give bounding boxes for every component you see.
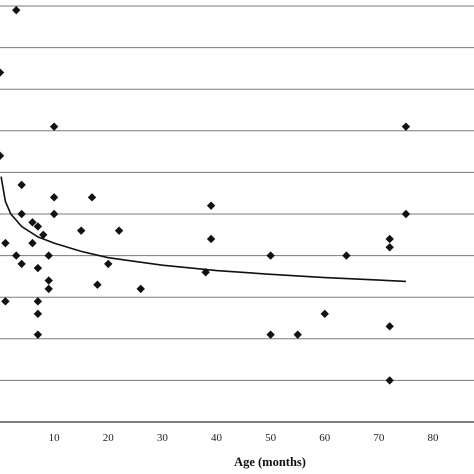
x-tick-label: 70 — [373, 432, 385, 444]
data-points — [0, 5, 411, 385]
data-point — [33, 297, 43, 306]
data-point — [76, 226, 86, 235]
data-point — [49, 193, 59, 202]
data-point — [0, 151, 5, 160]
x-tick-label: 60 — [319, 432, 331, 444]
data-point — [17, 209, 26, 219]
data-point — [320, 309, 329, 319]
data-point — [44, 276, 53, 285]
data-point — [293, 330, 302, 339]
data-point — [401, 122, 411, 131]
data-point — [17, 180, 26, 190]
x-tick-label: 80 — [428, 432, 440, 444]
data-point — [0, 68, 5, 77]
x-tick-labels: 10 20 30 40 50 60 70 80 — [49, 432, 439, 444]
data-point — [385, 243, 394, 252]
data-point — [44, 284, 53, 294]
data-point — [44, 251, 53, 260]
x-tick-label: 20 — [103, 432, 115, 444]
data-point — [104, 259, 113, 269]
data-point — [33, 222, 43, 231]
data-point — [385, 376, 394, 385]
data-point — [49, 122, 59, 131]
data-point — [39, 230, 48, 239]
data-point — [1, 297, 10, 306]
data-point — [206, 201, 216, 210]
data-point — [93, 280, 102, 289]
data-point — [1, 238, 10, 248]
data-point — [266, 251, 275, 260]
data-point — [12, 251, 21, 260]
data-point — [28, 238, 37, 248]
x-tick-label: 40 — [211, 432, 223, 444]
data-point — [33, 330, 43, 339]
data-point — [342, 251, 351, 260]
x-tick-label: 30 — [157, 432, 169, 444]
data-point — [49, 209, 59, 219]
x-tick-label: 50 — [265, 432, 277, 444]
gridlines — [0, 5, 474, 423]
data-point — [385, 234, 394, 244]
data-point — [17, 259, 26, 269]
data-point — [33, 309, 43, 319]
data-point — [206, 234, 216, 244]
data-point — [28, 218, 37, 227]
data-point — [114, 226, 124, 235]
data-point — [87, 193, 97, 202]
data-point — [266, 330, 275, 339]
x-tick-label: 10 — [49, 432, 61, 444]
data-point — [201, 268, 210, 277]
data-point — [12, 5, 21, 15]
data-point — [136, 284, 145, 294]
data-point — [385, 322, 394, 331]
trend-line — [0, 176, 406, 283]
x-axis-title: Age (months) — [234, 455, 306, 469]
data-point — [401, 209, 411, 219]
data-point — [33, 263, 43, 273]
trend-line-group — [0, 176, 406, 283]
